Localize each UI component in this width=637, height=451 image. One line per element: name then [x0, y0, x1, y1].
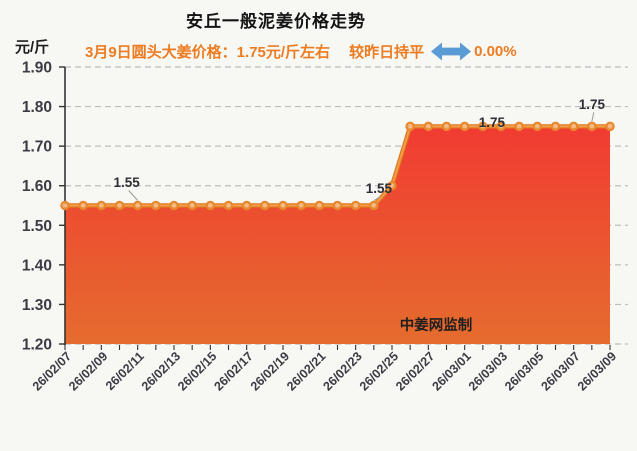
svg-text:1.90: 1.90 [22, 60, 52, 77]
data-points [60, 121, 615, 211]
chart-title: 安丘一般泥姜价格走势 [186, 12, 366, 31]
svg-text:26/02/23: 26/02/23 [320, 349, 364, 393]
svg-text:26/02/25: 26/02/25 [357, 349, 401, 393]
x-axis-labels: 26/02/0726/02/0926/02/1126/02/1326/02/15… [30, 349, 619, 393]
svg-text:26/02/07: 26/02/07 [30, 349, 74, 393]
svg-text:1.50: 1.50 [22, 218, 52, 235]
svg-text:1.70: 1.70 [22, 139, 52, 156]
svg-text:26/02/21: 26/02/21 [284, 349, 328, 393]
svg-text:1.20: 1.20 [22, 337, 52, 354]
svg-text:1.75: 1.75 [479, 115, 506, 130]
area-fill [65, 126, 610, 345]
price-change-percent: 0.00% [474, 43, 517, 60]
svg-text:26/03/09: 26/03/09 [575, 349, 619, 393]
price-line-highlight [63, 125, 612, 207]
svg-text:26/03/05: 26/03/05 [502, 349, 546, 393]
svg-text:1.40: 1.40 [22, 257, 52, 274]
price-summary-text: 3月9日圆头大姜价格：1.75元/斤左右 [85, 44, 331, 61]
svg-text:1.80: 1.80 [22, 99, 52, 116]
svg-text:26/02/19: 26/02/19 [248, 349, 292, 393]
y-axis-unit-label: 元/斤 [15, 39, 50, 56]
svg-text:26/03/03: 26/03/03 [466, 349, 510, 393]
point-value-labels: 1.55 1.55 1.75 1.75 [114, 97, 606, 201]
svg-text:26/03/01: 26/03/01 [429, 349, 473, 393]
svg-text:26/02/13: 26/02/13 [139, 349, 183, 393]
svg-text:26/02/17: 26/02/17 [211, 349, 255, 393]
svg-text:26/02/15: 26/02/15 [175, 349, 219, 393]
svg-text:1.30: 1.30 [22, 297, 52, 314]
svg-text:26/02/09: 26/02/09 [66, 349, 110, 393]
svg-text:1.60: 1.60 [22, 178, 52, 195]
y-axis-labels: 1.90 1.80 1.70 1.60 1.50 1.40 1.30 1.20 [22, 60, 52, 354]
svg-text:26/02/27: 26/02/27 [393, 349, 437, 393]
svg-text:1.55: 1.55 [366, 181, 393, 196]
price-change-status: 较昨日持平 [349, 44, 425, 61]
price-summary-line: 3月9日圆头大姜价格：1.75元/斤左右 较昨日持平 0.00% [85, 41, 517, 62]
svg-text:1.55: 1.55 [114, 175, 141, 190]
watermark-text: 中姜网监制 [400, 316, 473, 334]
flat-trend-arrow-icon [431, 41, 472, 62]
svg-text:26/03/07: 26/03/07 [538, 349, 582, 393]
svg-text:1.75: 1.75 [579, 97, 606, 112]
